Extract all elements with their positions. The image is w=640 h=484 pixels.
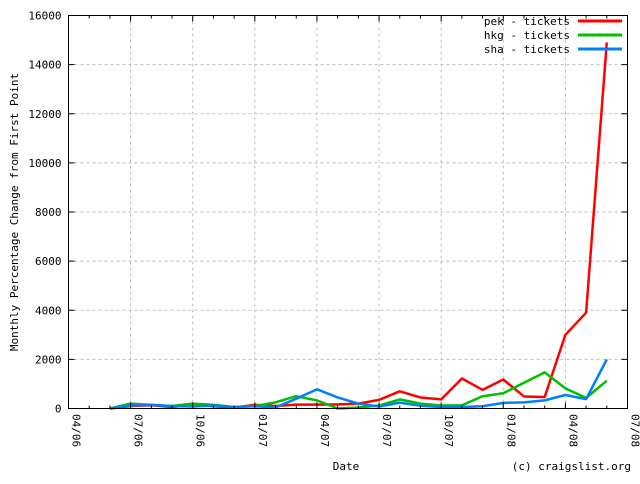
y-tick-label: 6000 bbox=[35, 255, 62, 268]
y-tick-label: 10000 bbox=[28, 157, 61, 170]
x-tick-label: 07/06 bbox=[132, 414, 145, 447]
legend-item-sha: sha - tickets bbox=[484, 43, 622, 56]
y-tick-label: 8000 bbox=[35, 206, 62, 219]
y-tick-label: 2000 bbox=[35, 353, 62, 366]
data-series bbox=[110, 43, 607, 409]
x-tick-label: 04/08 bbox=[566, 414, 579, 447]
series-line-pek bbox=[110, 43, 607, 409]
y-tick-labels: 0 2000 4000 6000 8000 10000 12000 14000 16000 bbox=[28, 10, 61, 416]
x-tick-label: 04/06 bbox=[70, 414, 83, 447]
x-tick-label: 10/06 bbox=[194, 414, 207, 447]
legend-item-pek: pek - tickets bbox=[484, 15, 622, 28]
credit-note: (c) craigslist.org bbox=[512, 460, 631, 473]
x-tick-label: 10/07 bbox=[442, 414, 455, 447]
y-tick-label: 16000 bbox=[28, 10, 61, 23]
y-tick-label: 4000 bbox=[35, 304, 62, 317]
legend-label-sha: sha - tickets bbox=[484, 43, 570, 56]
y-tick-label: 12000 bbox=[28, 108, 61, 121]
legend-item-hkg: hkg - tickets bbox=[484, 29, 622, 42]
x-tick-label: 07/07 bbox=[380, 414, 393, 447]
x-tick-labels: 04/06 07/06 10/06 01/07 04/07 07/07 10/07 01/08… bbox=[70, 414, 640, 447]
x-tick-label: 04/07 bbox=[318, 414, 331, 447]
x-tick-label: 01/07 bbox=[256, 414, 269, 447]
legend-label-hkg: hkg - tickets bbox=[484, 29, 570, 42]
x-axis-title: Date bbox=[333, 460, 360, 473]
legend: pek - tickets hkg - tickets sha - ticket… bbox=[484, 15, 622, 56]
y-tick-label: 0 bbox=[55, 403, 62, 416]
y-axis-title: Monthly Percentage Change from First Poi… bbox=[8, 73, 21, 351]
x-tick-label: 07/08 bbox=[629, 414, 640, 447]
series-line-sha bbox=[110, 359, 607, 408]
gridlines bbox=[69, 16, 628, 409]
legend-label-pek: pek - tickets bbox=[484, 15, 570, 28]
y-tick-label: 14000 bbox=[28, 59, 61, 72]
x-tick-label: 01/08 bbox=[504, 414, 517, 447]
